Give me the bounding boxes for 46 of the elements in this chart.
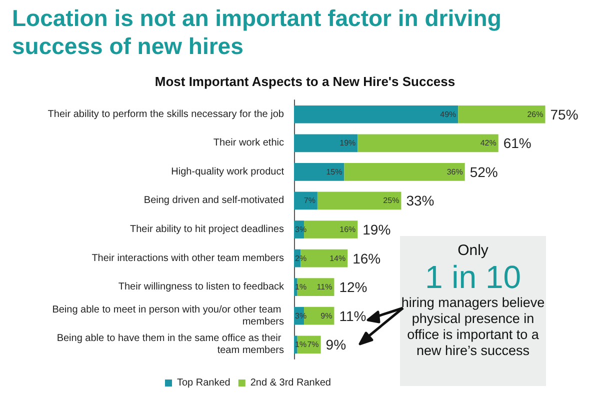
total-label: 19%: [362, 222, 391, 238]
legend-label: 2nd & 3rd Ranked: [250, 378, 331, 388]
total-label: 9%: [326, 336, 346, 353]
data-label: 25%: [383, 196, 400, 206]
total-label: 16%: [352, 250, 381, 266]
bar: [294, 134, 358, 152]
data-label: 19%: [340, 138, 356, 148]
y-tick-label: Their work ethic: [213, 138, 284, 149]
total-label: 11%: [339, 308, 366, 324]
y-tick-label: Their interactions with other team members: [92, 252, 284, 264]
bar: [294, 192, 318, 210]
annotation: 1 in 10: [424, 259, 522, 295]
data-label: 49%: [440, 110, 456, 119]
annotation: hiring managers believe physical presence in office is important to a new hire’s success: [400, 295, 546, 359]
data-label: 11%: [316, 282, 332, 292]
chart-subtitle: Most Important Aspects to a New Hire's Success: [154, 74, 456, 89]
y-tick-label: Their ability to perform the skills necessary for the job: [48, 108, 284, 120]
bar: [458, 105, 546, 124]
bar: [317, 192, 402, 210]
y-tick-label: Their ability to hit project deadlines: [130, 224, 284, 235]
total-label: 61%: [503, 135, 532, 152]
bar: [358, 134, 498, 152]
annotation: Only: [456, 242, 490, 259]
data-label: 7%: [307, 340, 319, 350]
total-label: 33%: [406, 192, 434, 209]
data-label: 42%: [480, 138, 496, 148]
y-tick-label: Being driven and self-motivated: [144, 195, 284, 206]
data-label: 9%: [320, 311, 332, 320]
bar: [344, 163, 465, 181]
chart-title: Location is not an important factor in driving success of new hires: [12, 4, 502, 60]
data-label: 7%: [304, 196, 316, 206]
total-label: 52%: [470, 164, 498, 180]
data-label: 26%: [527, 110, 544, 119]
legend-label: Top Ranked: [177, 378, 230, 388]
y-tick-label: Being able to have them in the same office as their team members: [56, 333, 284, 356]
total-label: 12%: [339, 279, 368, 296]
y-tick-label: Their willingness to listen to feedback: [118, 282, 285, 293]
total-label: 75%: [550, 106, 578, 122]
data-label: 16%: [340, 225, 356, 234]
y-tick-label: Being able to meet in person with you/or other team members: [52, 304, 284, 328]
bar: [294, 105, 458, 124]
data-label: 15%: [326, 167, 342, 176]
data-label: 36%: [446, 167, 463, 176]
y-tick-label: High-quality work product: [171, 166, 284, 178]
bar: [294, 163, 344, 181]
data-label: 14%: [330, 254, 346, 263]
